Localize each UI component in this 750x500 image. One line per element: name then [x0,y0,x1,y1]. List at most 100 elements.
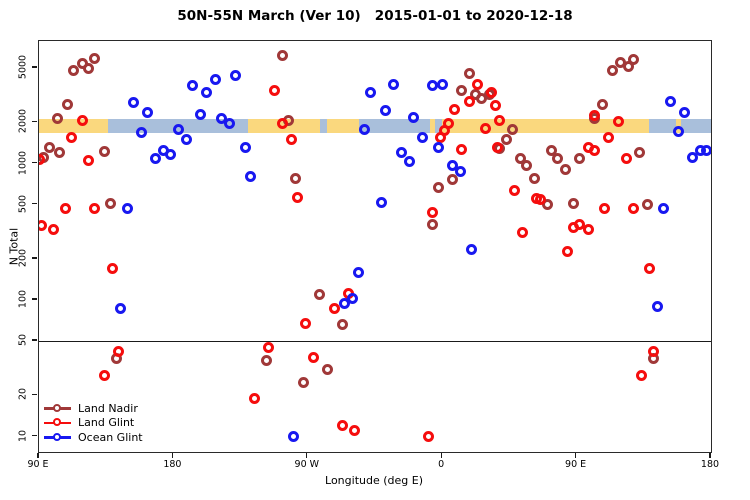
data-point-ocean-glint [395,146,407,158]
data-point-land-glint [276,118,288,130]
data-point-ocean-glint [114,302,126,314]
data-point-land-nadir [463,67,475,79]
data-point-land-nadir [297,376,309,388]
data-point-ocean-glint [245,171,257,183]
data-point-ocean-glint [365,87,377,99]
data-point-land-nadir [447,173,459,185]
data-point-land-nadir [568,197,580,209]
data-point-ocean-glint [672,125,684,137]
data-point-land-glint [263,341,275,353]
data-point-ocean-glint [426,79,438,91]
data-point-land-nadir [68,65,80,77]
data-point-land-glint [508,185,520,197]
x-tick-label: 90 E [565,459,587,470]
data-point-ocean-glint [346,293,358,305]
y-tick-label: 500 [17,194,29,213]
data-point-land-glint [620,152,632,164]
x-tick-label: 0 [438,459,445,470]
y-tick [32,393,37,396]
y-tick [32,161,37,164]
data-point-land-nadir [61,99,73,111]
data-point-land-glint [627,203,639,215]
data-point-land-glint [485,87,497,99]
legend-circle-icon [53,432,61,441]
data-point-land-nadir [290,172,302,184]
data-point-ocean-glint [454,166,466,178]
data-point-land-glint [106,263,118,275]
y-tick-label: 50 [17,334,29,347]
data-point-land-glint [603,132,615,144]
data-point-land-nadir [98,145,110,157]
data-point-ocean-glint [678,106,690,118]
data-point-land-glint [39,220,48,232]
data-point-land-nadir [551,152,563,164]
data-point-land-glint [479,122,491,134]
data-point-land-nadir [456,84,468,96]
data-point-ocean-glint [230,69,242,81]
legend-label: Land Glint [78,416,135,430]
data-point-land-nadir [52,112,64,124]
data-point-land-glint [588,145,600,157]
data-point-land-glint [493,115,505,127]
data-point-land-nadir [642,198,654,210]
data-point-land-glint [76,115,88,127]
x-tick-label: 90 E [27,459,49,470]
legend-marker [44,432,71,443]
data-point-land-glint [588,110,600,122]
data-point-ocean-glint [187,80,199,92]
data-point-land-glint [435,132,447,144]
data-point-land-glint [517,227,529,239]
x-tick [171,453,174,458]
data-point-land-glint [291,192,303,204]
data-point-land-nadir [634,146,646,158]
reference-line-50 [39,341,711,343]
data-point-land-glint [463,95,475,107]
data-point-land-nadir [627,53,639,65]
data-point-land-glint [285,133,297,145]
data-point-land-glint [422,431,434,442]
data-point-land-nadir [433,181,445,193]
y-tick-label: 200 [17,248,29,267]
legend-row: Ocean Glint [44,430,143,445]
data-point-land-nadir [520,159,532,171]
land-ocean-band-segment-ocean [319,118,327,134]
data-point-land-nadir [528,172,540,184]
data-point-ocean-glint [687,152,699,164]
data-point-land-glint [300,318,312,330]
data-point-land-nadir [607,65,619,77]
y-tick-label: 20 [17,388,29,401]
data-point-ocean-glint [224,117,236,129]
data-point-land-glint [47,223,59,235]
legend-marker [44,403,71,414]
data-point-land-glint [66,132,78,144]
legend-row: Land Glint [44,416,143,431]
data-point-land-glint [598,202,610,214]
legend: Land Nadir Land Glint Ocean Glint [44,401,143,445]
data-point-land-glint [648,345,660,357]
x-tick-label: 180 [163,459,182,470]
data-point-land-glint [471,78,483,90]
y-tick-label: 1000 [17,150,29,175]
data-point-ocean-glint [149,152,161,164]
legend-marker [44,417,71,428]
data-point-land-nadir [321,363,333,375]
data-point-land-glint [635,369,647,381]
x-tick-label: 180 [700,459,720,470]
y-tick [32,66,37,68]
data-point-land-nadir [53,147,65,159]
data-point-ocean-glint [432,142,444,154]
data-point-land-nadir [337,319,349,331]
data-point-ocean-glint [380,105,392,117]
chart-title: 50N-55N March (Ver 10) 2015-01-01 to 202… [177,8,573,24]
data-point-land-glint [98,369,110,381]
data-point-ocean-glint [388,78,400,90]
data-point-land-glint [307,351,319,363]
data-point-land-glint [491,141,503,153]
data-point-land-nadir [89,52,101,64]
data-point-land-glint [329,303,341,315]
data-point-ocean-glint [239,142,251,154]
y-axis-title: N Total [7,227,21,266]
data-point-land-nadir [276,49,288,61]
x-tick [306,453,308,458]
